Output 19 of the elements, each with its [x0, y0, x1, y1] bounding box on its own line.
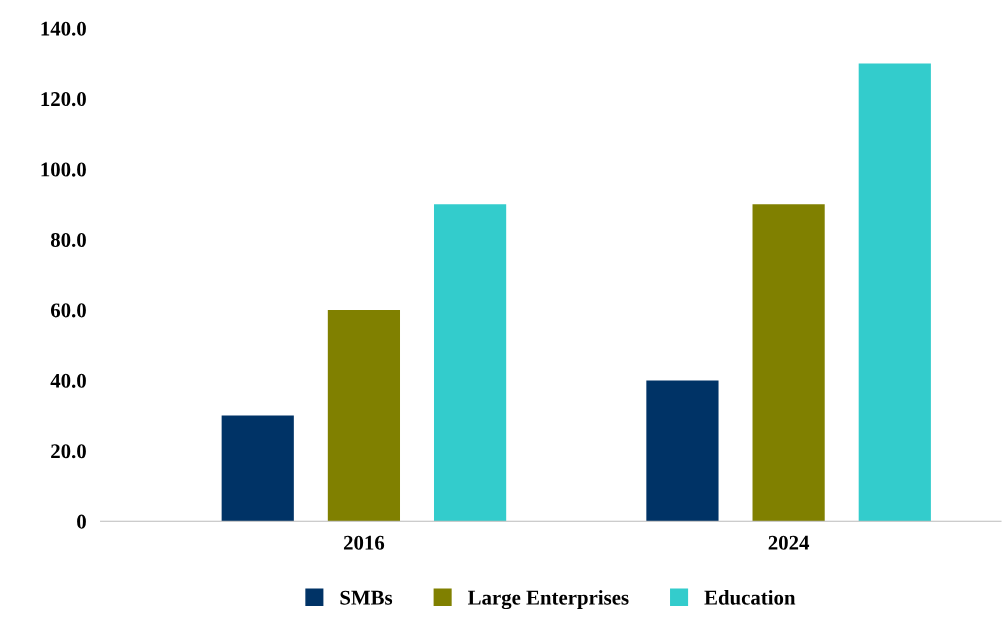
y-tick-label: 40.0	[50, 373, 86, 388]
bar	[752, 204, 825, 522]
y-tick-label: 0	[77, 514, 86, 529]
bar	[327, 309, 401, 522]
legend-label: Education	[704, 590, 796, 605]
bar	[646, 380, 719, 522]
y-tick-label: 20.0	[51, 444, 86, 459]
bar	[221, 415, 294, 522]
y-tick-label: 100.0	[41, 162, 86, 177]
bar	[858, 63, 931, 522]
x-tick-label: 2024	[768, 535, 810, 550]
x-tick-label: 2016	[343, 535, 385, 550]
y-tick-label: 80.0	[50, 232, 86, 248]
y-tick-label: 140.0	[41, 21, 86, 36]
legend-label: SMBs	[340, 590, 393, 605]
legend-label: Large Enterprises	[467, 590, 629, 610]
bar	[433, 204, 507, 522]
y-tick-label: 60.0	[50, 303, 86, 318]
y-tick-label: 120.0	[41, 92, 86, 107]
